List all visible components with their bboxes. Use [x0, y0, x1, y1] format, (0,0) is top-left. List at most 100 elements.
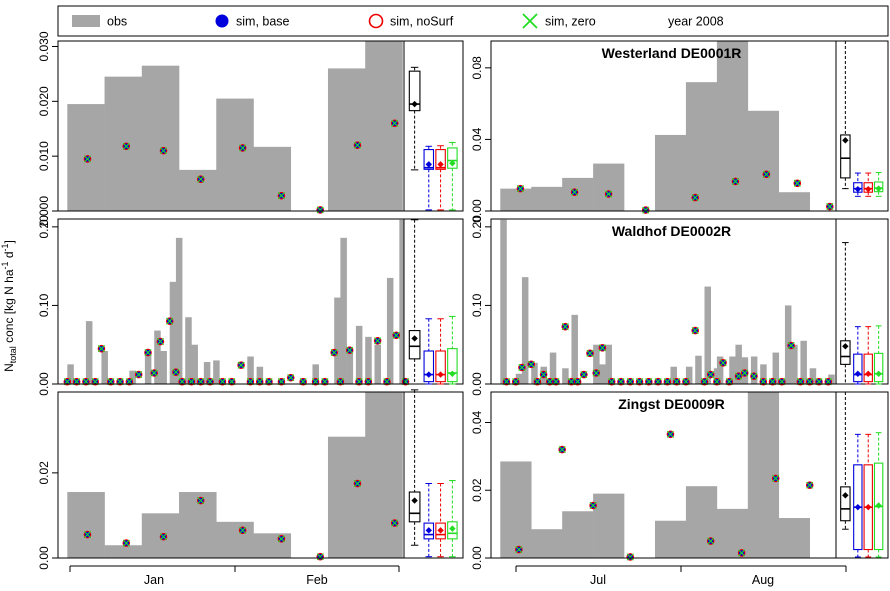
sim-nosurf-point [691, 326, 700, 335]
box-mean-marker [437, 527, 444, 534]
obs-bar [340, 237, 347, 384]
sim-nosurf-point [793, 179, 802, 188]
boxplot-frame [835, 391, 889, 559]
sim-nosurf-point [805, 377, 814, 386]
sim-zero-point [277, 535, 286, 543]
sim-zero-point [558, 446, 566, 454]
sim-nosurf-point [63, 377, 72, 386]
sim-zero-point [239, 144, 247, 152]
sim-nosurf-point [713, 377, 721, 386]
obs-bar [500, 188, 532, 211]
sim-nosurf-point [156, 337, 165, 346]
sim-zero-point [826, 202, 834, 211]
obs-bar [160, 351, 167, 384]
sim-zero-point [239, 526, 247, 534]
sim-nosurf-point [265, 377, 273, 386]
y-tick-label: 0.00 [37, 372, 51, 396]
obs-bar [399, 219, 404, 384]
obs-bar [571, 314, 578, 384]
sim-nosurf-point [91, 377, 100, 386]
box-mean-marker [865, 370, 872, 377]
sim-nosurf-point [336, 377, 345, 386]
box-iqr [435, 149, 446, 170]
box-mean-marker [411, 335, 418, 342]
sim-nosurf-point [83, 530, 92, 539]
legend-year-label: year 2008 [668, 15, 724, 29]
obs-bar [500, 461, 532, 558]
legend-obs-swatch [72, 15, 100, 27]
box-iqr [840, 134, 851, 179]
sim-points [502, 322, 833, 386]
box-iqr [423, 149, 435, 170]
sim-points [515, 430, 814, 561]
sim-nosurf-point [518, 363, 526, 372]
sim-nosurf-point [533, 377, 542, 386]
boxplot-area [835, 391, 889, 559]
obs-bar [778, 518, 810, 558]
y-tick-label: 0.020 [37, 86, 51, 116]
sim-nosurf-point [737, 549, 746, 557]
sim-zero-point [516, 185, 524, 193]
sim-nosurf-point [196, 175, 205, 183]
sim-zero-point [97, 345, 106, 353]
box-iqr [840, 340, 851, 365]
sim-nosurf-point [401, 377, 410, 386]
box-mean-marker [842, 137, 849, 144]
sim-zero-point [135, 370, 143, 379]
sim-zero-point [346, 346, 354, 354]
sim-zero-point [122, 142, 130, 150]
obs-bar [654, 520, 687, 558]
sim-nosurf-point [580, 370, 588, 379]
panel-2-right: 0.00 0.02 0.04 Zingst DE0009R [470, 391, 889, 570]
sim-zero-point [604, 190, 613, 198]
boxplot-obs [840, 242, 851, 385]
legend-label: obs [107, 15, 127, 29]
sim-zero-point [734, 372, 743, 380]
sim-nosurf-point [246, 377, 255, 386]
obs-bar [213, 360, 220, 384]
boxplot-noSurf [863, 326, 873, 385]
y-tick-label: 0.04 [470, 410, 484, 434]
sim-nosurf-point [672, 377, 681, 386]
legend-label: sim, noSurf [390, 15, 454, 29]
obs-bar [747, 392, 780, 558]
sim-nosurf-point [607, 377, 616, 386]
sim-zero-point [172, 368, 180, 376]
sim-nosurf-point [589, 501, 597, 510]
obs-bar [670, 366, 677, 384]
boxplot-area [835, 218, 889, 385]
sim-nosurf-point [691, 193, 700, 202]
legend-label: sim, zero [545, 15, 596, 29]
box-mean-marker [854, 185, 862, 193]
panel-0-right: 0.00 0.04 0.08 Westerland DE0001R [470, 40, 889, 223]
obs-bar [531, 186, 563, 211]
obs-bar [203, 362, 211, 384]
sim-nosurf-point [586, 349, 594, 358]
obs-bar [169, 281, 177, 384]
sim-nosurf-point [196, 496, 205, 505]
y-tick-label: 0.02 [37, 461, 51, 485]
sim-points [83, 119, 399, 214]
boxplot-frame [835, 40, 889, 212]
obs-bar [144, 352, 152, 384]
sim-zero-point [277, 192, 286, 200]
x-tick-label: Aug [752, 573, 774, 587]
obs-bar [685, 486, 718, 558]
legend-nosurf-marker [368, 13, 384, 29]
sim-nosurf-point [106, 377, 115, 386]
sim-nosurf-point [539, 370, 548, 379]
sim-nosurf-point [516, 184, 525, 193]
boxplot-base [423, 483, 435, 558]
sim-nosurf-point [527, 360, 536, 369]
obs-bar [346, 352, 354, 384]
sim-nosurf-point [330, 348, 338, 357]
obs-bars [500, 219, 835, 384]
box-mean-marker [875, 370, 882, 377]
y-tick-label: 0.20 [37, 215, 51, 239]
sim-nosurf-point [719, 358, 727, 367]
sim-zero-point [750, 372, 758, 380]
sim-zero-point [806, 481, 814, 489]
sim-zero-point [738, 549, 746, 557]
boxplot-base [423, 318, 435, 385]
sim-nosurf-point [159, 146, 168, 155]
